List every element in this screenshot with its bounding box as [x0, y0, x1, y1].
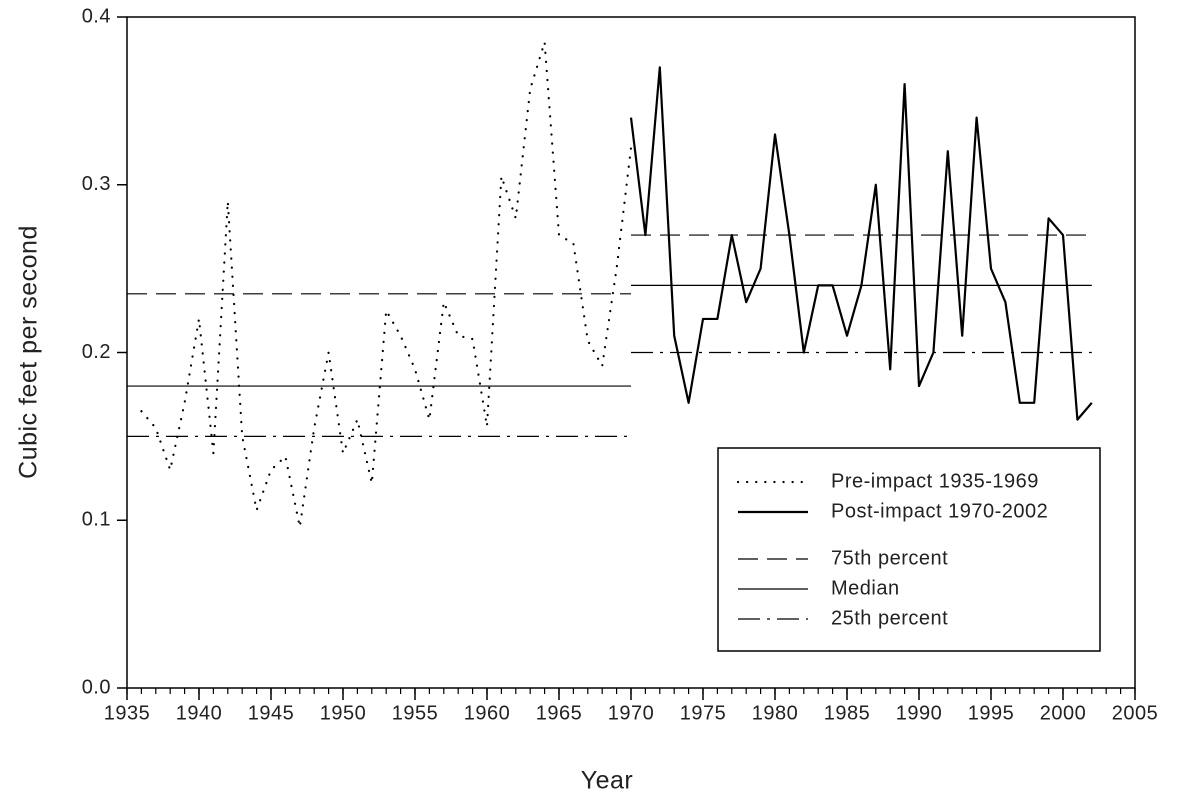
- x-tick-label: 1955: [392, 702, 439, 724]
- x-tick-label: 2005: [1112, 702, 1159, 724]
- x-tick-label: 1935: [104, 702, 151, 724]
- x-tick-label: 1965: [536, 702, 583, 724]
- y-tick-label: 0.0: [82, 676, 111, 698]
- x-tick-label: 1995: [968, 702, 1015, 724]
- x-tick-label: 1940: [176, 702, 223, 724]
- x-axis-label: Year: [581, 767, 634, 795]
- x-tick-label: 2000: [1040, 702, 1087, 724]
- data-line: [140, 41, 633, 529]
- y-tick-label: 0.4: [82, 5, 111, 27]
- data-line: [629, 66, 1093, 421]
- x-tick-label: 1950: [320, 702, 367, 724]
- x-tick-label: 1990: [896, 702, 943, 724]
- x-tick-label: 1970: [608, 702, 655, 724]
- x-tick-label: 1945: [248, 702, 295, 724]
- legend-label: Median: [831, 577, 900, 599]
- x-tick-label: 1975: [680, 702, 727, 724]
- y-axis-label: Cubic feet per second: [15, 225, 43, 479]
- legend-label: 25th percent: [831, 607, 948, 629]
- legend-box: [717, 447, 1101, 652]
- x-tick-label: 1980: [752, 702, 799, 724]
- y-tick-label: 0.1: [82, 509, 111, 531]
- y-tick-label: 0.3: [82, 173, 111, 195]
- legend-label: Pre-impact 1935-1969: [831, 470, 1039, 492]
- x-tick-label: 1985: [824, 702, 871, 724]
- legend-label: Post-impact 1970-2002: [831, 500, 1048, 522]
- y-tick-label: 0.2: [82, 341, 111, 363]
- x-tick-label: 1960: [464, 702, 511, 724]
- legend-label: 75th percent: [831, 547, 948, 569]
